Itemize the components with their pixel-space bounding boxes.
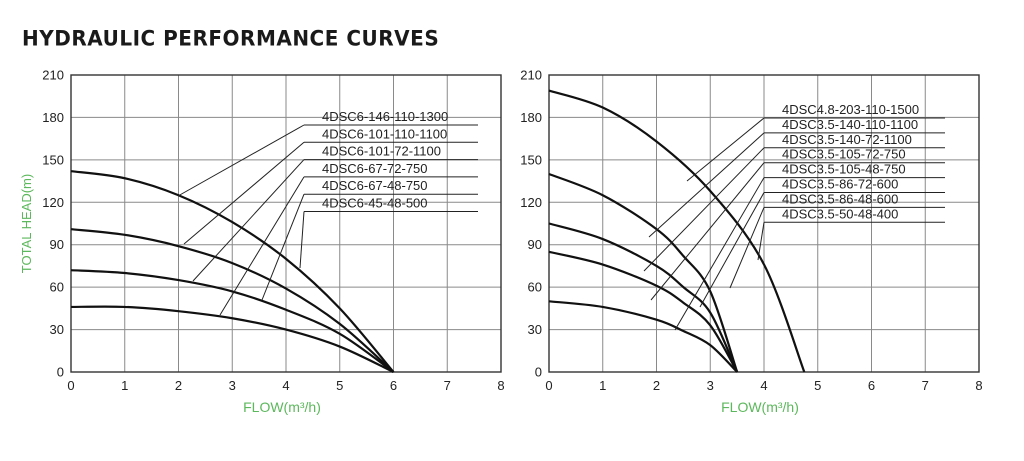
y-tick-label: 0 [535,365,542,380]
y-tick-label: 60 [50,280,64,295]
y-tick-label: 30 [528,322,542,337]
leader-line [177,124,305,197]
x-tick-label: 5 [336,378,343,393]
series-line [70,269,395,373]
x-tick-label: 2 [653,378,660,393]
legend-label: 4DSC3.5-140-72-1100 [782,132,912,147]
y-axis-label: TOTAL HEAD(m) [19,174,34,273]
series-line [70,170,395,373]
y-tick-label: 180 [520,110,542,125]
x-tick-label: 7 [922,378,929,393]
legend-label: 4DSC4.8-203-110-1500 [782,102,919,117]
leader-line [261,194,305,301]
y-tick-label: 120 [520,195,542,210]
x-tick-label: 7 [444,378,451,393]
x-tick-label: 1 [599,378,606,393]
page-title: HYDRAULIC PERFORMANCE CURVES [22,25,440,51]
series-line [548,222,739,373]
series-line [548,300,738,373]
legend-label: 4DSC6-67-72-750 [322,161,428,176]
y-tick-label: 90 [528,237,542,252]
legend-label: 4DSC3.5-86-72-600 [782,177,898,192]
x-tick-label: 0 [67,378,74,393]
plot-frame [70,74,502,373]
x-axis-label: FLOW(m³/h) [243,399,321,415]
x-tick-label: 4 [282,378,289,393]
x-tick-label: 6 [868,378,875,393]
legend-label: 4DSC3.5-105-48-750 [782,162,906,177]
x-axis-label: FLOW(m³/h) [721,399,799,415]
leader-line [686,117,765,182]
legend-label: 4DSC3.5-140-110-1100 [782,117,918,132]
chart-panel-2: 0 1 2 3 4 5 6 7 8 0 30 60 90 120 150 180 210 FLOW(m³/h) 4D… [520,68,982,416]
legend: 4DSC6-146-110-1300 4DSC6-101-110-1100 4DSC… [177,109,478,316]
y-tick-label: 150 [520,152,542,167]
series-line [548,250,739,373]
x-tick-label: 6 [390,378,397,393]
y-tick-label: 0 [57,365,64,380]
leader-line [729,207,765,289]
leader-line [650,162,765,301]
leader-line [192,159,305,282]
legend-label: 4DSC6-146-110-1300 [322,109,448,124]
x-tick-label: 0 [545,378,552,393]
chart-panel-1: 0 1 2 3 4 5 6 7 8 0 30 60 90 120 150 180 210 FLOW(m³/h) TO… [19,68,505,416]
y-tick-label: 180 [42,110,64,125]
leader-line [299,211,305,269]
x-tick-label: 2 [175,378,182,393]
x-tick-label: 1 [121,378,128,393]
legend-label: 4DSC3.5-86-48-600 [782,191,898,206]
leader-line [643,147,765,272]
x-tick-label: 5 [814,378,821,393]
y-tick-label: 90 [50,237,64,252]
y-tick-label: 30 [50,322,64,337]
leader-line [183,141,305,245]
y-tick-label: 210 [520,68,542,83]
leader-line [219,176,305,316]
x-tick-label: 8 [975,378,982,393]
series-line [70,305,394,373]
legend: 4DSC4.8-203-110-15004DSC3.5-140-110-1100… [643,102,945,331]
x-tick-label: 3 [707,378,714,393]
legend-label: 4DSC6-67-48-750 [322,178,428,193]
leader-line [648,132,765,238]
legend-label: 4DSC6-45-48-500 [322,196,428,211]
leader-line [757,222,765,261]
leader-line [699,192,765,308]
series-line [548,89,806,373]
x-tick-label: 4 [760,378,767,393]
y-tick-label: 120 [42,195,64,210]
x-tick-label: 8 [497,378,504,393]
series-line [70,228,395,373]
y-tick-label: 210 [42,68,64,83]
leader-line [674,177,765,331]
legend-label: 4DSC6-101-110-1100 [322,126,447,141]
series-line [548,172,739,373]
legend-label: 4DSC6-101-72-1100 [322,144,441,159]
x-tick-label: 3 [229,378,236,393]
legend-label: 4DSC3.5-105-72-750 [782,147,906,162]
y-tick-label: 60 [528,280,542,295]
legend-label: 4DSC3.5-50-48-400 [782,206,898,221]
y-tick-label: 150 [42,152,64,167]
